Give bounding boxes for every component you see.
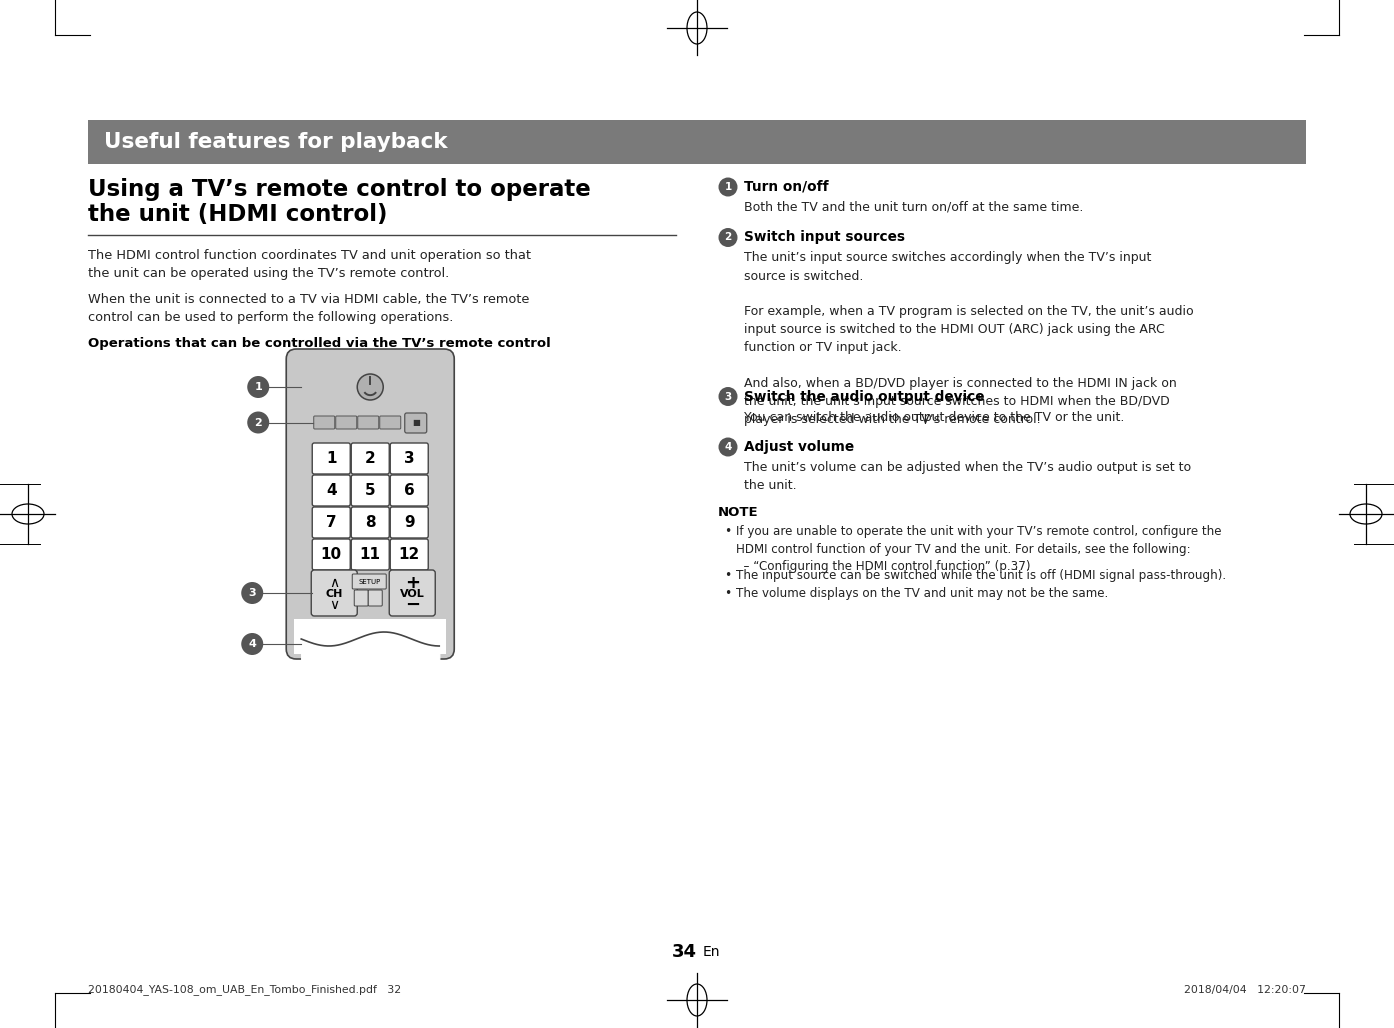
Text: If you are unable to operate the unit with your TV’s remote control, configure t: If you are unable to operate the unit wi… xyxy=(736,525,1221,573)
Text: 3: 3 xyxy=(404,451,414,466)
FancyBboxPatch shape xyxy=(389,570,435,616)
Text: The HDMI control function coordinates TV and unit operation so that
the unit can: The HDMI control function coordinates TV… xyxy=(88,249,531,281)
FancyBboxPatch shape xyxy=(336,416,357,429)
Circle shape xyxy=(247,376,269,398)
Circle shape xyxy=(718,228,737,247)
Circle shape xyxy=(357,374,383,400)
Text: the unit (HDMI control): the unit (HDMI control) xyxy=(88,203,388,226)
FancyBboxPatch shape xyxy=(358,416,379,429)
Text: You can switch the audio output device to the TV or the unit.: You can switch the audio output device t… xyxy=(744,410,1125,424)
FancyBboxPatch shape xyxy=(379,416,400,429)
Text: 3: 3 xyxy=(248,588,256,598)
Circle shape xyxy=(718,178,737,196)
Circle shape xyxy=(247,411,269,434)
Text: ∧: ∧ xyxy=(329,576,339,590)
FancyBboxPatch shape xyxy=(390,443,428,474)
Text: 2: 2 xyxy=(725,232,732,243)
Circle shape xyxy=(241,633,263,655)
FancyBboxPatch shape xyxy=(351,539,389,570)
Text: VOL: VOL xyxy=(400,589,425,599)
Text: ∨: ∨ xyxy=(329,598,339,612)
Text: 11: 11 xyxy=(360,547,381,562)
Text: Switch the audio output device: Switch the audio output device xyxy=(744,390,984,404)
Text: Adjust volume: Adjust volume xyxy=(744,440,855,454)
FancyBboxPatch shape xyxy=(353,574,386,589)
Text: +: + xyxy=(404,574,420,592)
FancyBboxPatch shape xyxy=(312,507,350,538)
Text: 1: 1 xyxy=(254,382,262,392)
FancyBboxPatch shape xyxy=(312,475,350,506)
Text: •: • xyxy=(723,587,732,600)
Text: SETUP: SETUP xyxy=(358,579,381,585)
FancyBboxPatch shape xyxy=(390,539,428,570)
FancyBboxPatch shape xyxy=(390,507,428,538)
Text: 2: 2 xyxy=(254,417,262,428)
Text: ■: ■ xyxy=(411,418,420,428)
Circle shape xyxy=(241,582,263,604)
Bar xyxy=(88,120,1306,164)
Text: 2018/04/04   12:20:07: 2018/04/04 12:20:07 xyxy=(1184,985,1306,995)
Text: 10: 10 xyxy=(321,547,342,562)
Text: CH: CH xyxy=(326,589,343,599)
Text: −: − xyxy=(404,596,420,614)
Text: En: En xyxy=(703,945,721,959)
Text: The volume displays on the TV and unit may not be the same.: The volume displays on the TV and unit m… xyxy=(736,587,1108,600)
Circle shape xyxy=(718,387,737,406)
FancyBboxPatch shape xyxy=(311,570,357,616)
Text: 34: 34 xyxy=(672,943,697,961)
FancyBboxPatch shape xyxy=(351,443,389,474)
FancyBboxPatch shape xyxy=(404,413,427,433)
Text: The unit’s input source switches accordingly when the TV’s input
source is switc: The unit’s input source switches accordi… xyxy=(744,252,1193,427)
Text: 3: 3 xyxy=(725,392,732,402)
Text: Using a TV’s remote control to operate: Using a TV’s remote control to operate xyxy=(88,178,591,201)
Text: 12: 12 xyxy=(399,547,420,562)
Text: 8: 8 xyxy=(365,515,375,530)
FancyBboxPatch shape xyxy=(314,416,335,429)
Text: 4: 4 xyxy=(326,483,336,498)
FancyBboxPatch shape xyxy=(351,475,389,506)
Text: 5: 5 xyxy=(365,483,375,498)
FancyBboxPatch shape xyxy=(286,348,454,659)
FancyBboxPatch shape xyxy=(354,590,368,605)
FancyBboxPatch shape xyxy=(368,590,382,605)
Text: 1: 1 xyxy=(725,182,732,192)
Text: •: • xyxy=(723,570,732,582)
Text: 4: 4 xyxy=(248,639,256,649)
Text: 1: 1 xyxy=(326,451,336,466)
Text: Turn on/off: Turn on/off xyxy=(744,180,828,194)
Text: NOTE: NOTE xyxy=(718,506,758,519)
Text: Operations that can be controlled via the TV’s remote control: Operations that can be controlled via th… xyxy=(88,337,551,350)
Text: The unit’s volume can be adjusted when the TV’s audio output is set to
the unit.: The unit’s volume can be adjusted when t… xyxy=(744,461,1190,492)
FancyBboxPatch shape xyxy=(390,475,428,506)
Text: 7: 7 xyxy=(326,515,336,530)
Text: 20180404_YAS-108_om_UAB_En_Tombo_Finished.pdf   32: 20180404_YAS-108_om_UAB_En_Tombo_Finishe… xyxy=(88,985,401,995)
Text: 6: 6 xyxy=(404,483,414,498)
Bar xyxy=(294,619,446,654)
Text: •: • xyxy=(723,525,732,538)
FancyBboxPatch shape xyxy=(312,443,350,474)
Text: 4: 4 xyxy=(725,442,732,452)
Text: Switch input sources: Switch input sources xyxy=(744,230,905,245)
FancyBboxPatch shape xyxy=(312,539,350,570)
Circle shape xyxy=(718,438,737,456)
Text: 2: 2 xyxy=(365,451,375,466)
Text: When the unit is connected to a TV via HDMI cable, the TV’s remote
control can b: When the unit is connected to a TV via H… xyxy=(88,293,530,325)
Text: Both the TV and the unit turn on/off at the same time.: Both the TV and the unit turn on/off at … xyxy=(744,201,1083,214)
Text: 9: 9 xyxy=(404,515,414,530)
Text: The input source can be switched while the unit is off (HDMI signal pass-through: The input source can be switched while t… xyxy=(736,570,1227,582)
Text: Useful features for playback: Useful features for playback xyxy=(105,132,447,152)
FancyBboxPatch shape xyxy=(351,507,389,538)
